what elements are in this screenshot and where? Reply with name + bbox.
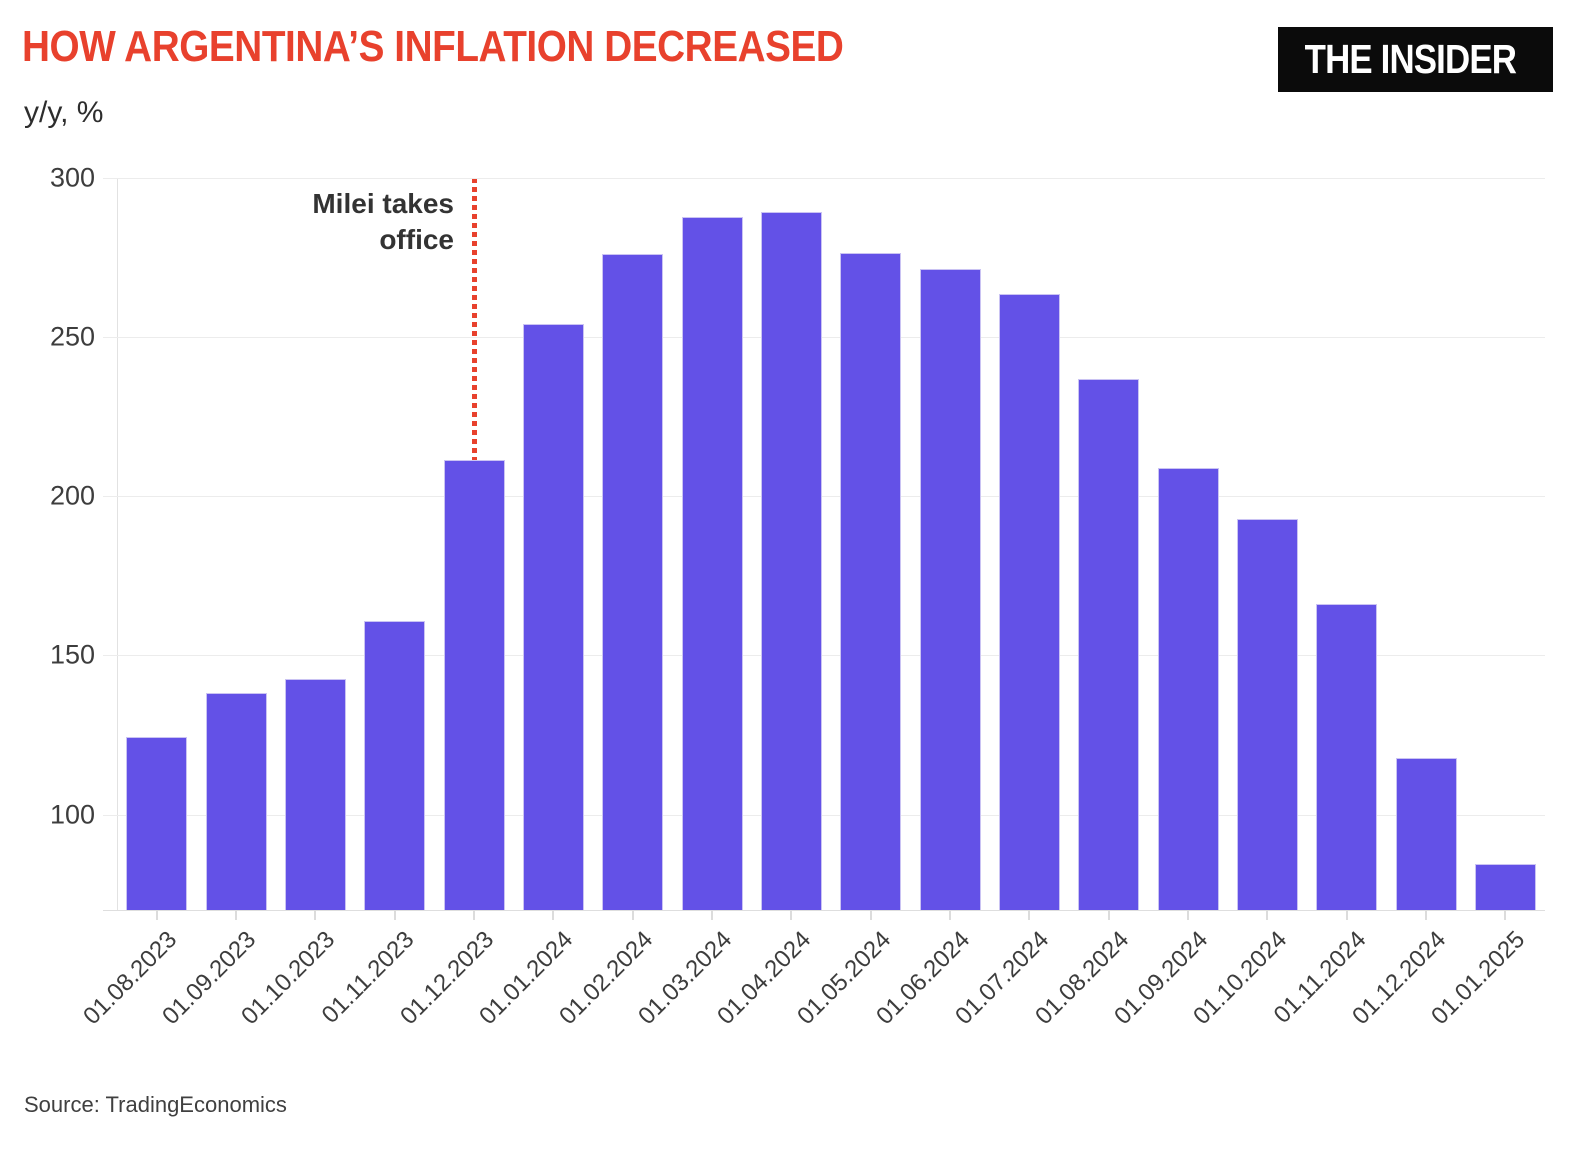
- x-axis-tick: [155, 910, 158, 920]
- bar: [760, 211, 822, 910]
- chart-title: HOW ARGENTINA’S INFLATION DECREASED: [22, 22, 844, 71]
- bar: [919, 268, 981, 910]
- y-axis-label: 250: [49, 321, 95, 352]
- bar: [1078, 379, 1140, 910]
- x-axis-tick: [552, 910, 555, 920]
- x-axis-tick: [1028, 910, 1031, 920]
- x-axis-tick: [393, 910, 396, 920]
- x-axis-tick: [631, 910, 634, 920]
- x-axis-tick: [314, 910, 317, 920]
- chart-subtitle: y/y, %: [24, 96, 104, 129]
- gridline: [103, 655, 1545, 657]
- gridline: [103, 178, 1545, 179]
- y-axis-line: [117, 178, 118, 910]
- x-axis-tick: [790, 910, 793, 920]
- annotation-line-1: Milei takes: [312, 188, 454, 219]
- bar: [998, 294, 1060, 910]
- x-axis-tick: [1345, 910, 1348, 920]
- bar: [364, 620, 426, 910]
- plot-area: Milei takes office 300 250 200 150 100 01.08.…: [50, 163, 1545, 1030]
- gridline: [103, 337, 1545, 339]
- x-axis-tick: [711, 910, 713, 920]
- gridline: [103, 496, 1545, 498]
- bar: [602, 253, 664, 910]
- x-axis-tick: [235, 910, 237, 920]
- annotation-line-2: office: [379, 224, 454, 256]
- bar: [284, 678, 346, 910]
- x-axis-tick: [1425, 910, 1427, 920]
- y-axis-label: 300: [49, 162, 95, 193]
- x-axis-tick: [949, 910, 951, 920]
- bar: [1395, 757, 1457, 910]
- bar: [1316, 604, 1378, 910]
- brand-logo: THE INSIDER: [1278, 27, 1553, 92]
- milei-annotation: Milei takes office: [312, 186, 454, 259]
- y-axis-label: 200: [49, 480, 95, 511]
- x-axis-tick: [1187, 910, 1189, 920]
- x-axis-tick: [1266, 910, 1269, 920]
- bar: [126, 736, 188, 910]
- x-axis-tick: [1107, 910, 1110, 920]
- x-axis-tick: [1504, 910, 1507, 920]
- y-axis-label: 150: [49, 639, 95, 670]
- bar: [1236, 518, 1298, 910]
- x-axis-line: [103, 910, 1545, 911]
- bar: [681, 216, 743, 910]
- x-axis-tick: [473, 910, 475, 920]
- source-note: Source: TradingEconomics: [24, 1092, 287, 1117]
- bar: [205, 692, 267, 910]
- bar: [522, 323, 584, 910]
- x-axis-tick: [869, 910, 872, 920]
- bar: [1157, 467, 1219, 910]
- gridline: [103, 814, 1545, 816]
- y-axis-label: 100: [49, 799, 95, 830]
- bar: [1474, 863, 1536, 910]
- bar: [840, 253, 902, 910]
- bar: [443, 459, 505, 910]
- brand-logo-text: THE INSIDER: [1304, 36, 1517, 82]
